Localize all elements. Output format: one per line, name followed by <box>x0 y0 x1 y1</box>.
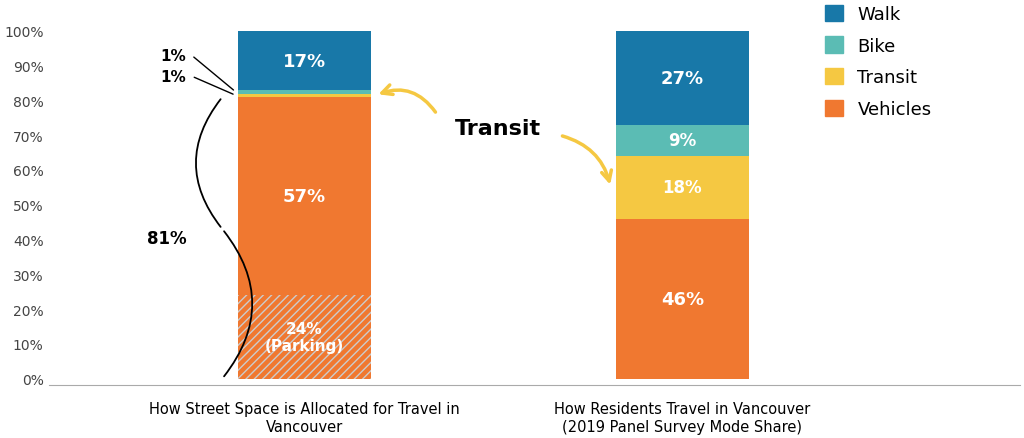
Text: 27%: 27% <box>660 70 703 88</box>
Text: 1%: 1% <box>161 49 186 64</box>
Bar <box>238 295 371 378</box>
Legend: Walk, Bike, Transit, Vehicles: Walk, Bike, Transit, Vehicles <box>825 6 932 119</box>
Text: 9%: 9% <box>669 132 696 150</box>
Text: 1%: 1% <box>161 70 186 85</box>
Text: 57%: 57% <box>283 187 326 205</box>
Text: Transit: Transit <box>456 119 542 139</box>
Text: 18%: 18% <box>663 179 702 197</box>
Bar <box>616 126 749 157</box>
Bar <box>238 94 371 98</box>
Bar <box>238 32 371 91</box>
Bar <box>238 91 371 94</box>
Bar <box>616 32 749 126</box>
Text: 81%: 81% <box>146 229 186 247</box>
Bar <box>616 219 749 378</box>
Bar <box>616 157 749 219</box>
Text: 24%
(Parking): 24% (Parking) <box>264 321 344 353</box>
Text: 46%: 46% <box>660 290 703 308</box>
Bar <box>238 295 371 378</box>
Bar <box>238 98 371 295</box>
Text: 17%: 17% <box>283 53 326 71</box>
